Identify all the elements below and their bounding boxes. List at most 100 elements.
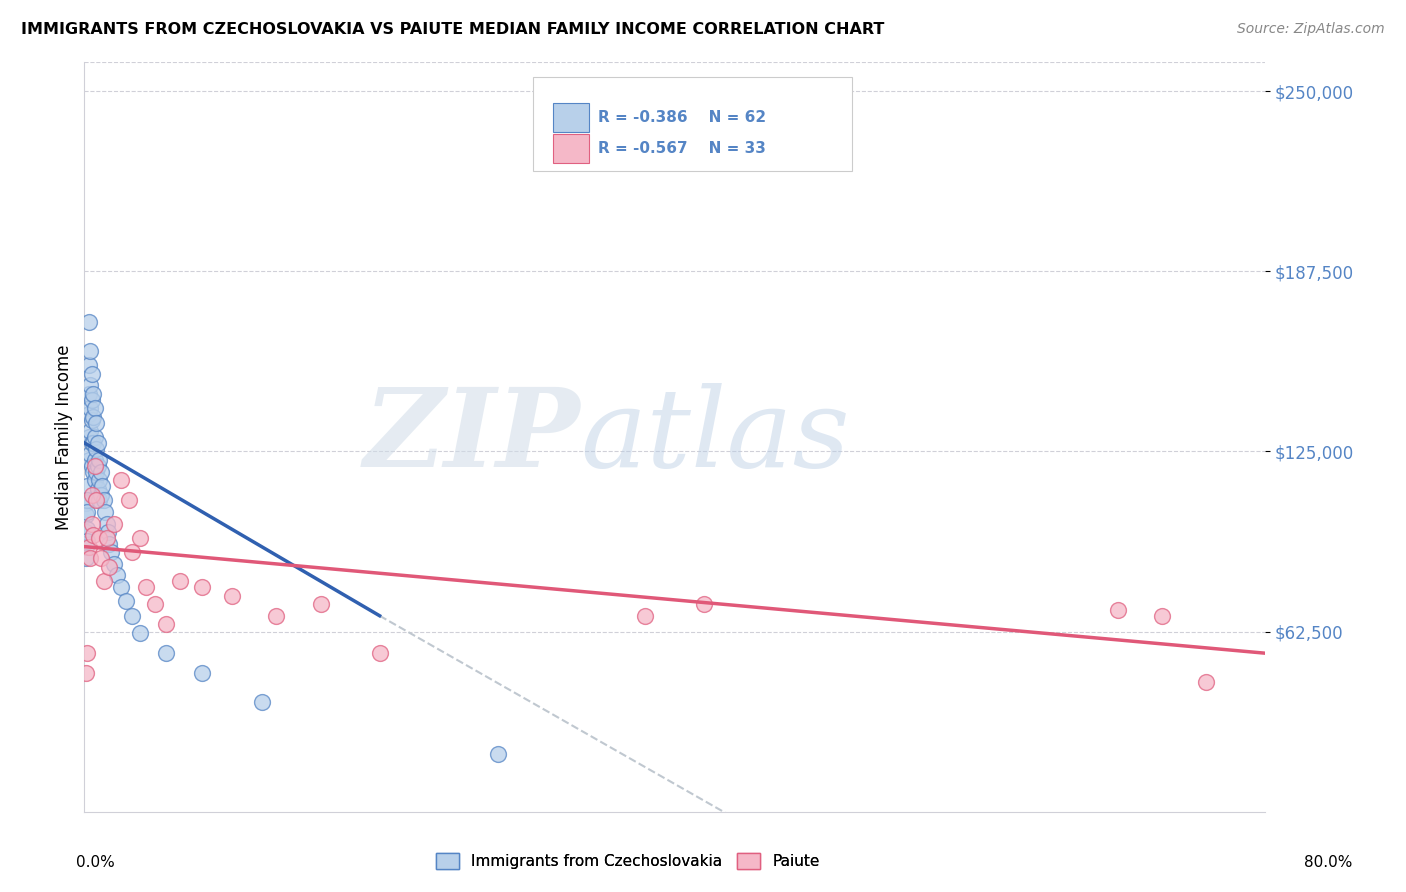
Point <box>76 493 98 508</box>
FancyBboxPatch shape <box>553 134 589 162</box>
Point <box>97 525 120 540</box>
Point <box>91 479 114 493</box>
Point <box>121 608 143 623</box>
Point <box>129 626 152 640</box>
Point <box>75 551 97 566</box>
Point <box>82 435 104 450</box>
Text: ZIP: ZIP <box>364 384 581 491</box>
Point <box>266 608 288 623</box>
Point <box>83 430 105 444</box>
Text: R = -0.386    N = 62: R = -0.386 N = 62 <box>598 110 766 125</box>
Point <box>79 447 101 461</box>
Point <box>79 425 101 439</box>
Point <box>77 430 100 444</box>
Point <box>155 646 177 660</box>
Point <box>100 545 122 559</box>
Point <box>77 407 100 421</box>
Point <box>129 531 152 545</box>
Point <box>114 594 136 608</box>
Point <box>250 695 273 709</box>
Point <box>98 559 121 574</box>
Point <box>79 401 101 416</box>
Point <box>82 465 104 479</box>
Text: 0.0%: 0.0% <box>76 855 115 870</box>
Point <box>84 465 107 479</box>
Point <box>191 666 214 681</box>
Point <box>83 458 105 473</box>
Point <box>83 453 105 467</box>
Point <box>121 545 143 559</box>
Point <box>80 435 103 450</box>
Point <box>221 589 243 603</box>
Point <box>80 367 103 381</box>
Point <box>1107 603 1129 617</box>
Point <box>82 528 104 542</box>
Point <box>83 473 105 487</box>
Text: atlas: atlas <box>581 384 851 491</box>
Point <box>93 574 115 589</box>
Point <box>76 522 98 536</box>
FancyBboxPatch shape <box>533 78 852 171</box>
Text: 80.0%: 80.0% <box>1305 855 1353 870</box>
Point <box>76 505 98 519</box>
Point <box>83 401 105 416</box>
Point <box>80 516 103 531</box>
Point <box>87 531 111 545</box>
Point <box>87 493 111 508</box>
Point <box>77 315 100 329</box>
Point <box>94 505 117 519</box>
Point <box>155 617 177 632</box>
Point <box>77 358 100 372</box>
Point <box>76 646 98 660</box>
Point <box>93 493 115 508</box>
Point <box>309 597 332 611</box>
Point <box>90 551 112 566</box>
Point <box>169 574 191 589</box>
Point <box>1150 608 1173 623</box>
Point <box>90 465 112 479</box>
Point <box>87 473 111 487</box>
Point <box>143 597 166 611</box>
Point <box>82 387 104 401</box>
Text: R = -0.567    N = 33: R = -0.567 N = 33 <box>598 141 766 156</box>
Point <box>82 409 104 424</box>
Point <box>77 453 100 467</box>
Point <box>90 488 112 502</box>
Text: Source: ZipAtlas.com: Source: ZipAtlas.com <box>1237 22 1385 37</box>
Point <box>634 608 657 623</box>
Point <box>103 557 125 571</box>
Point <box>75 666 97 681</box>
Point <box>79 378 101 392</box>
Point <box>75 508 97 522</box>
Point <box>110 473 132 487</box>
Point <box>79 551 101 566</box>
Point <box>96 531 118 545</box>
Legend: Immigrants from Czechoslovakia, Paiute: Immigrants from Czechoslovakia, Paiute <box>429 847 825 875</box>
Point <box>486 747 509 761</box>
Point <box>76 479 98 493</box>
Point <box>76 533 98 548</box>
Point <box>80 488 103 502</box>
Point <box>75 525 97 540</box>
Point <box>80 413 103 427</box>
Point <box>77 387 100 401</box>
Point <box>96 516 118 531</box>
Point <box>1195 675 1218 690</box>
Point <box>84 493 107 508</box>
Point <box>86 435 108 450</box>
Point <box>693 597 716 611</box>
Point <box>368 646 391 660</box>
Point <box>98 537 121 551</box>
Point <box>86 482 108 496</box>
Point <box>118 493 141 508</box>
Point <box>105 568 128 582</box>
Point <box>87 453 111 467</box>
Y-axis label: Median Family Income: Median Family Income <box>55 344 73 530</box>
Point <box>86 458 108 473</box>
Text: IMMIGRANTS FROM CZECHOSLOVAKIA VS PAIUTE MEDIAN FAMILY INCOME CORRELATION CHART: IMMIGRANTS FROM CZECHOSLOVAKIA VS PAIUTE… <box>21 22 884 37</box>
Point <box>79 343 101 358</box>
Point <box>135 580 157 594</box>
Point <box>77 540 100 554</box>
Point <box>84 442 107 456</box>
Point <box>80 392 103 407</box>
